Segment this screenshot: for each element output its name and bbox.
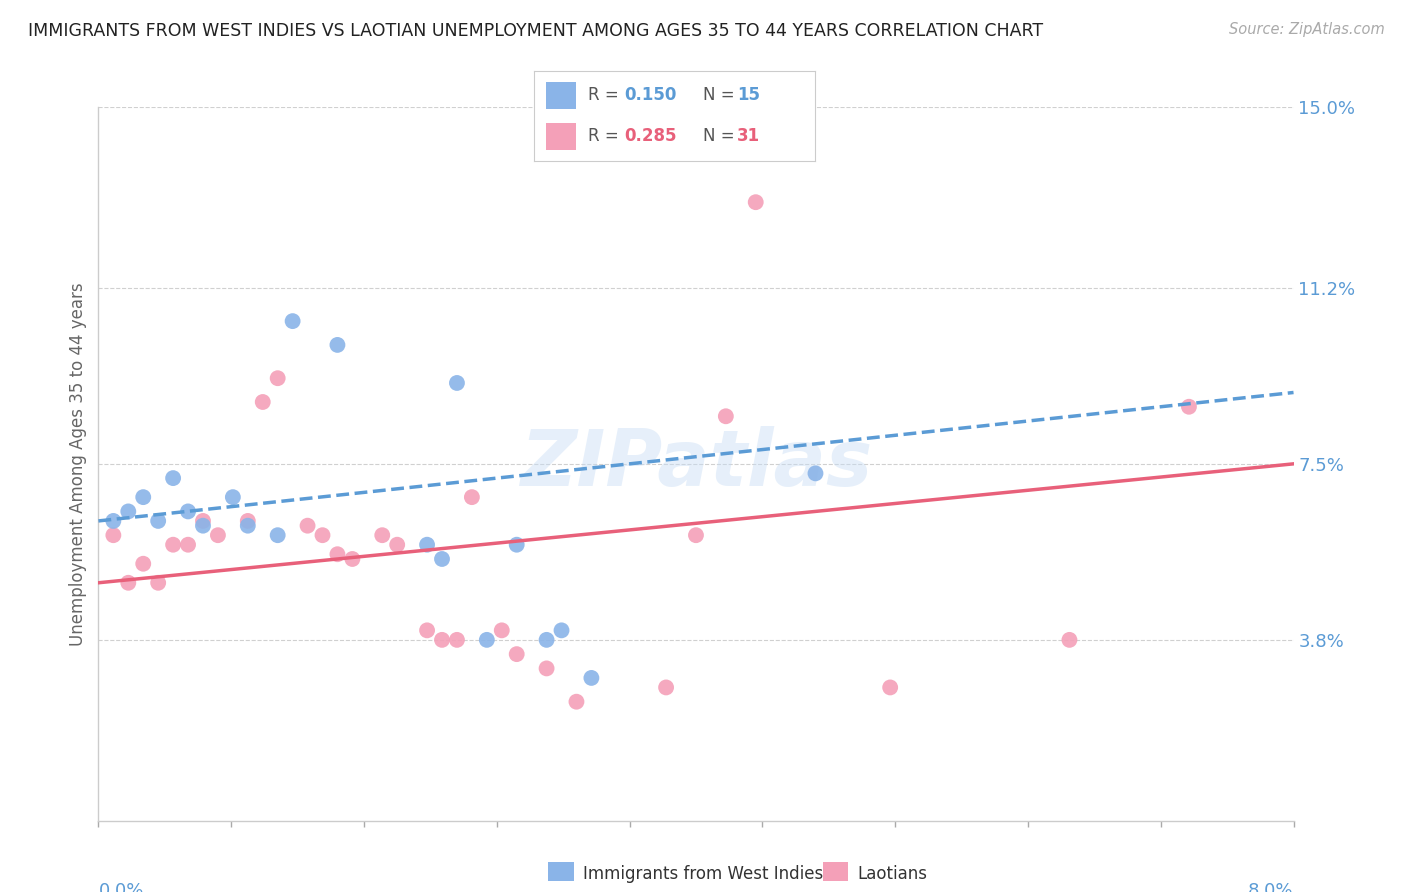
Text: N =: N = <box>703 128 740 145</box>
Point <box>581 671 603 685</box>
Point <box>326 338 349 352</box>
Point <box>655 681 678 695</box>
Point <box>342 552 364 566</box>
Point <box>191 518 214 533</box>
Point <box>385 538 409 552</box>
Point <box>506 538 529 552</box>
Point <box>117 575 139 590</box>
Point <box>714 409 737 424</box>
Point <box>311 528 333 542</box>
Point <box>430 552 453 566</box>
Text: Laotians: Laotians <box>858 865 928 883</box>
Text: R =: R = <box>588 87 624 104</box>
Point <box>430 632 453 647</box>
Point <box>536 632 558 647</box>
Point <box>207 528 229 542</box>
Point <box>162 538 184 552</box>
Text: 0.150: 0.150 <box>624 87 676 104</box>
Y-axis label: Unemployment Among Ages 35 to 44 years: Unemployment Among Ages 35 to 44 years <box>69 282 87 646</box>
Point <box>103 514 125 528</box>
Point <box>1059 632 1081 647</box>
Point <box>148 575 170 590</box>
Text: 15: 15 <box>737 87 759 104</box>
Text: 0.0%: 0.0% <box>98 882 143 892</box>
Point <box>475 632 498 647</box>
Point <box>267 371 290 385</box>
Point <box>550 624 572 638</box>
Point <box>745 195 768 210</box>
Point <box>416 624 439 638</box>
Point <box>252 395 274 409</box>
Point <box>148 514 170 528</box>
Point <box>446 632 468 647</box>
Text: IMMIGRANTS FROM WEST INDIES VS LAOTIAN UNEMPLOYMENT AMONG AGES 35 TO 44 YEARS CO: IMMIGRANTS FROM WEST INDIES VS LAOTIAN U… <box>28 22 1043 40</box>
Point <box>103 528 125 542</box>
Point <box>132 490 155 504</box>
Point <box>162 471 184 485</box>
Point <box>326 547 349 561</box>
Bar <box>546 82 576 109</box>
Point <box>222 490 245 504</box>
Point <box>506 647 529 661</box>
Text: 8.0%: 8.0% <box>1249 882 1294 892</box>
Point <box>371 528 394 542</box>
Point <box>236 514 259 528</box>
Point <box>132 557 155 571</box>
Text: 0.285: 0.285 <box>624 128 676 145</box>
Point <box>685 528 707 542</box>
Point <box>446 376 468 390</box>
Point <box>536 661 558 675</box>
Text: ZIPatlas: ZIPatlas <box>520 425 872 502</box>
Point <box>117 504 139 518</box>
Text: Immigrants from West Indies: Immigrants from West Indies <box>583 865 824 883</box>
Point <box>177 538 200 552</box>
Point <box>461 490 484 504</box>
Text: N =: N = <box>703 87 740 104</box>
Point <box>879 681 901 695</box>
Text: R =: R = <box>588 128 624 145</box>
Point <box>565 695 588 709</box>
Text: 31: 31 <box>737 128 759 145</box>
Point <box>416 538 439 552</box>
Point <box>267 528 290 542</box>
Bar <box>546 123 576 150</box>
Point <box>236 518 259 533</box>
Point <box>191 514 214 528</box>
Point <box>177 504 200 518</box>
Point <box>804 467 827 481</box>
Text: Source: ZipAtlas.com: Source: ZipAtlas.com <box>1229 22 1385 37</box>
Point <box>1178 400 1201 414</box>
Point <box>297 518 319 533</box>
Point <box>281 314 304 328</box>
Point <box>491 624 513 638</box>
